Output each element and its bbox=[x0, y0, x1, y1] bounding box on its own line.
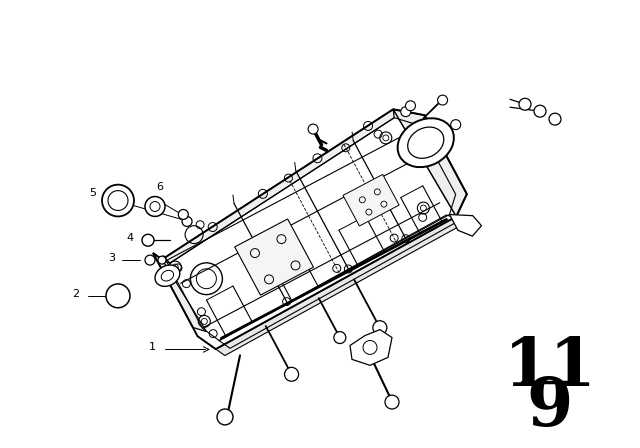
Polygon shape bbox=[343, 174, 399, 226]
Circle shape bbox=[145, 197, 165, 216]
Circle shape bbox=[438, 95, 447, 105]
Circle shape bbox=[182, 216, 192, 226]
Text: 1: 1 bbox=[148, 342, 156, 353]
Circle shape bbox=[549, 113, 561, 125]
Ellipse shape bbox=[155, 265, 180, 286]
Ellipse shape bbox=[397, 118, 454, 167]
Text: 3: 3 bbox=[109, 253, 115, 263]
Circle shape bbox=[534, 105, 546, 117]
Text: 6: 6 bbox=[157, 181, 163, 192]
Circle shape bbox=[285, 367, 299, 381]
Text: 9: 9 bbox=[527, 375, 573, 439]
Text: 11: 11 bbox=[504, 335, 596, 400]
Polygon shape bbox=[216, 216, 465, 356]
Text: 2: 2 bbox=[72, 289, 79, 299]
Polygon shape bbox=[235, 219, 314, 295]
Circle shape bbox=[373, 321, 387, 335]
Circle shape bbox=[217, 409, 233, 425]
Circle shape bbox=[401, 107, 411, 116]
Text: 5: 5 bbox=[90, 188, 97, 198]
Circle shape bbox=[102, 185, 134, 216]
Circle shape bbox=[142, 234, 154, 246]
Polygon shape bbox=[449, 215, 481, 236]
Circle shape bbox=[451, 120, 461, 129]
Polygon shape bbox=[162, 109, 394, 263]
Circle shape bbox=[145, 255, 155, 265]
Circle shape bbox=[106, 284, 130, 308]
Circle shape bbox=[308, 124, 318, 134]
Circle shape bbox=[385, 395, 399, 409]
Polygon shape bbox=[393, 109, 467, 216]
Polygon shape bbox=[350, 330, 392, 365]
Circle shape bbox=[519, 98, 531, 110]
Polygon shape bbox=[153, 253, 206, 332]
Circle shape bbox=[406, 101, 415, 111]
Circle shape bbox=[158, 256, 166, 264]
Circle shape bbox=[179, 210, 188, 220]
Circle shape bbox=[334, 332, 346, 344]
Text: 4: 4 bbox=[127, 233, 134, 243]
